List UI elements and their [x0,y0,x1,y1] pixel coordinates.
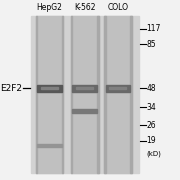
Text: HepG2: HepG2 [37,3,62,12]
Bar [72,85,97,91]
Bar [109,87,126,89]
Bar [41,87,58,89]
Bar [76,87,93,89]
Bar [130,16,132,173]
Bar [97,16,99,173]
Bar [36,16,37,173]
Bar [72,109,97,113]
Text: 48: 48 [147,84,156,93]
Text: 85: 85 [147,40,156,49]
Bar [104,16,106,173]
Bar [36,16,64,173]
Bar [104,16,132,173]
Text: COLO: COLO [107,3,128,12]
Text: 34: 34 [147,103,156,112]
Bar [106,85,130,91]
Text: 26: 26 [147,121,156,130]
Bar [37,85,62,91]
Bar [71,16,72,173]
Bar [31,16,139,173]
Text: 117: 117 [147,24,161,33]
Bar [62,16,64,173]
Text: E2F2: E2F2 [0,84,22,93]
Text: (kD): (kD) [147,151,161,157]
Bar [71,16,99,173]
Bar [37,143,62,147]
Text: 19: 19 [147,136,156,145]
Text: K-562: K-562 [74,3,95,12]
